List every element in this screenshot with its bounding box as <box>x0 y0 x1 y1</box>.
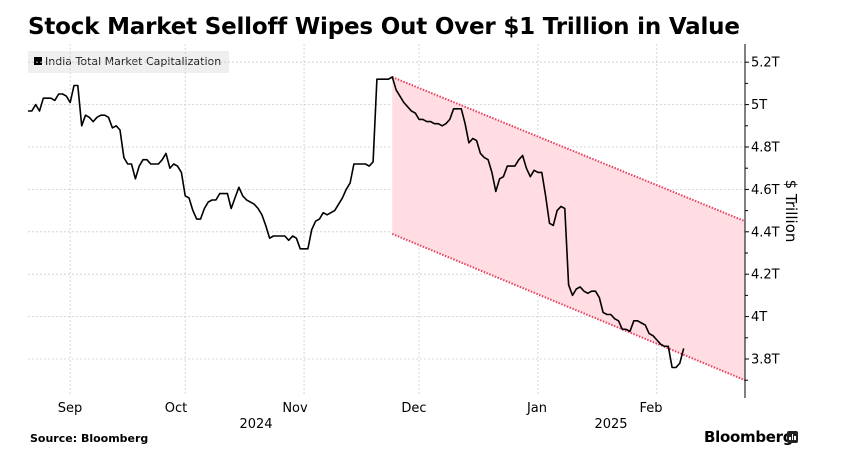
x-tick-label: Oct <box>165 401 187 416</box>
y-tick-label: 4.8T <box>751 141 780 156</box>
trend-channel <box>391 76 746 382</box>
x-year-label: 2024 <box>239 417 272 432</box>
source-note: Source: Bloomberg <box>30 432 149 445</box>
legend-label: India Total Market Capitalization <box>45 55 222 68</box>
y-tick-label: 4.4T <box>751 225 780 240</box>
x-year-label: 2025 <box>594 417 627 432</box>
y-tick-label: 5T <box>751 98 767 113</box>
x-tick-label: Nov <box>282 401 308 416</box>
x-tick-label: Dec <box>401 401 426 416</box>
y-tick-label: 4.6T <box>751 183 780 198</box>
legend-swatch-icon <box>34 57 42 65</box>
x-tick-label: Jan <box>526 401 547 416</box>
x-tick-label: Sep <box>58 401 83 416</box>
y-tick-label: 5.2T <box>751 56 780 71</box>
series-line <box>28 76 685 369</box>
series-layer <box>28 76 685 369</box>
y-axis-title: $ Trillion <box>782 180 800 243</box>
bloomberg-logo: Bloomberg <box>704 428 794 446</box>
chart-title: Stock Market Selloff Wipes Out Over $1 T… <box>28 14 740 40</box>
channel-fill <box>392 77 745 381</box>
x-axis: Sep Oct Nov Dec Jan Feb 2024 2025 <box>58 401 663 432</box>
x-tick-label: Feb <box>639 401 662 416</box>
channel-upper-edge <box>391 76 746 223</box>
y-tick-label: 4T <box>751 310 767 325</box>
channel-lower-edge <box>391 232 746 382</box>
y-tick-label: 3.8T <box>751 353 780 368</box>
y-axis: 5.2T 5T 4.8T 4.6T 4.4T 4.2T 4T 3.8T $ Trillion <box>744 44 800 398</box>
bloomberg-terminal-icon <box>787 431 798 443</box>
y-tick-label: 4.2T <box>751 268 780 283</box>
